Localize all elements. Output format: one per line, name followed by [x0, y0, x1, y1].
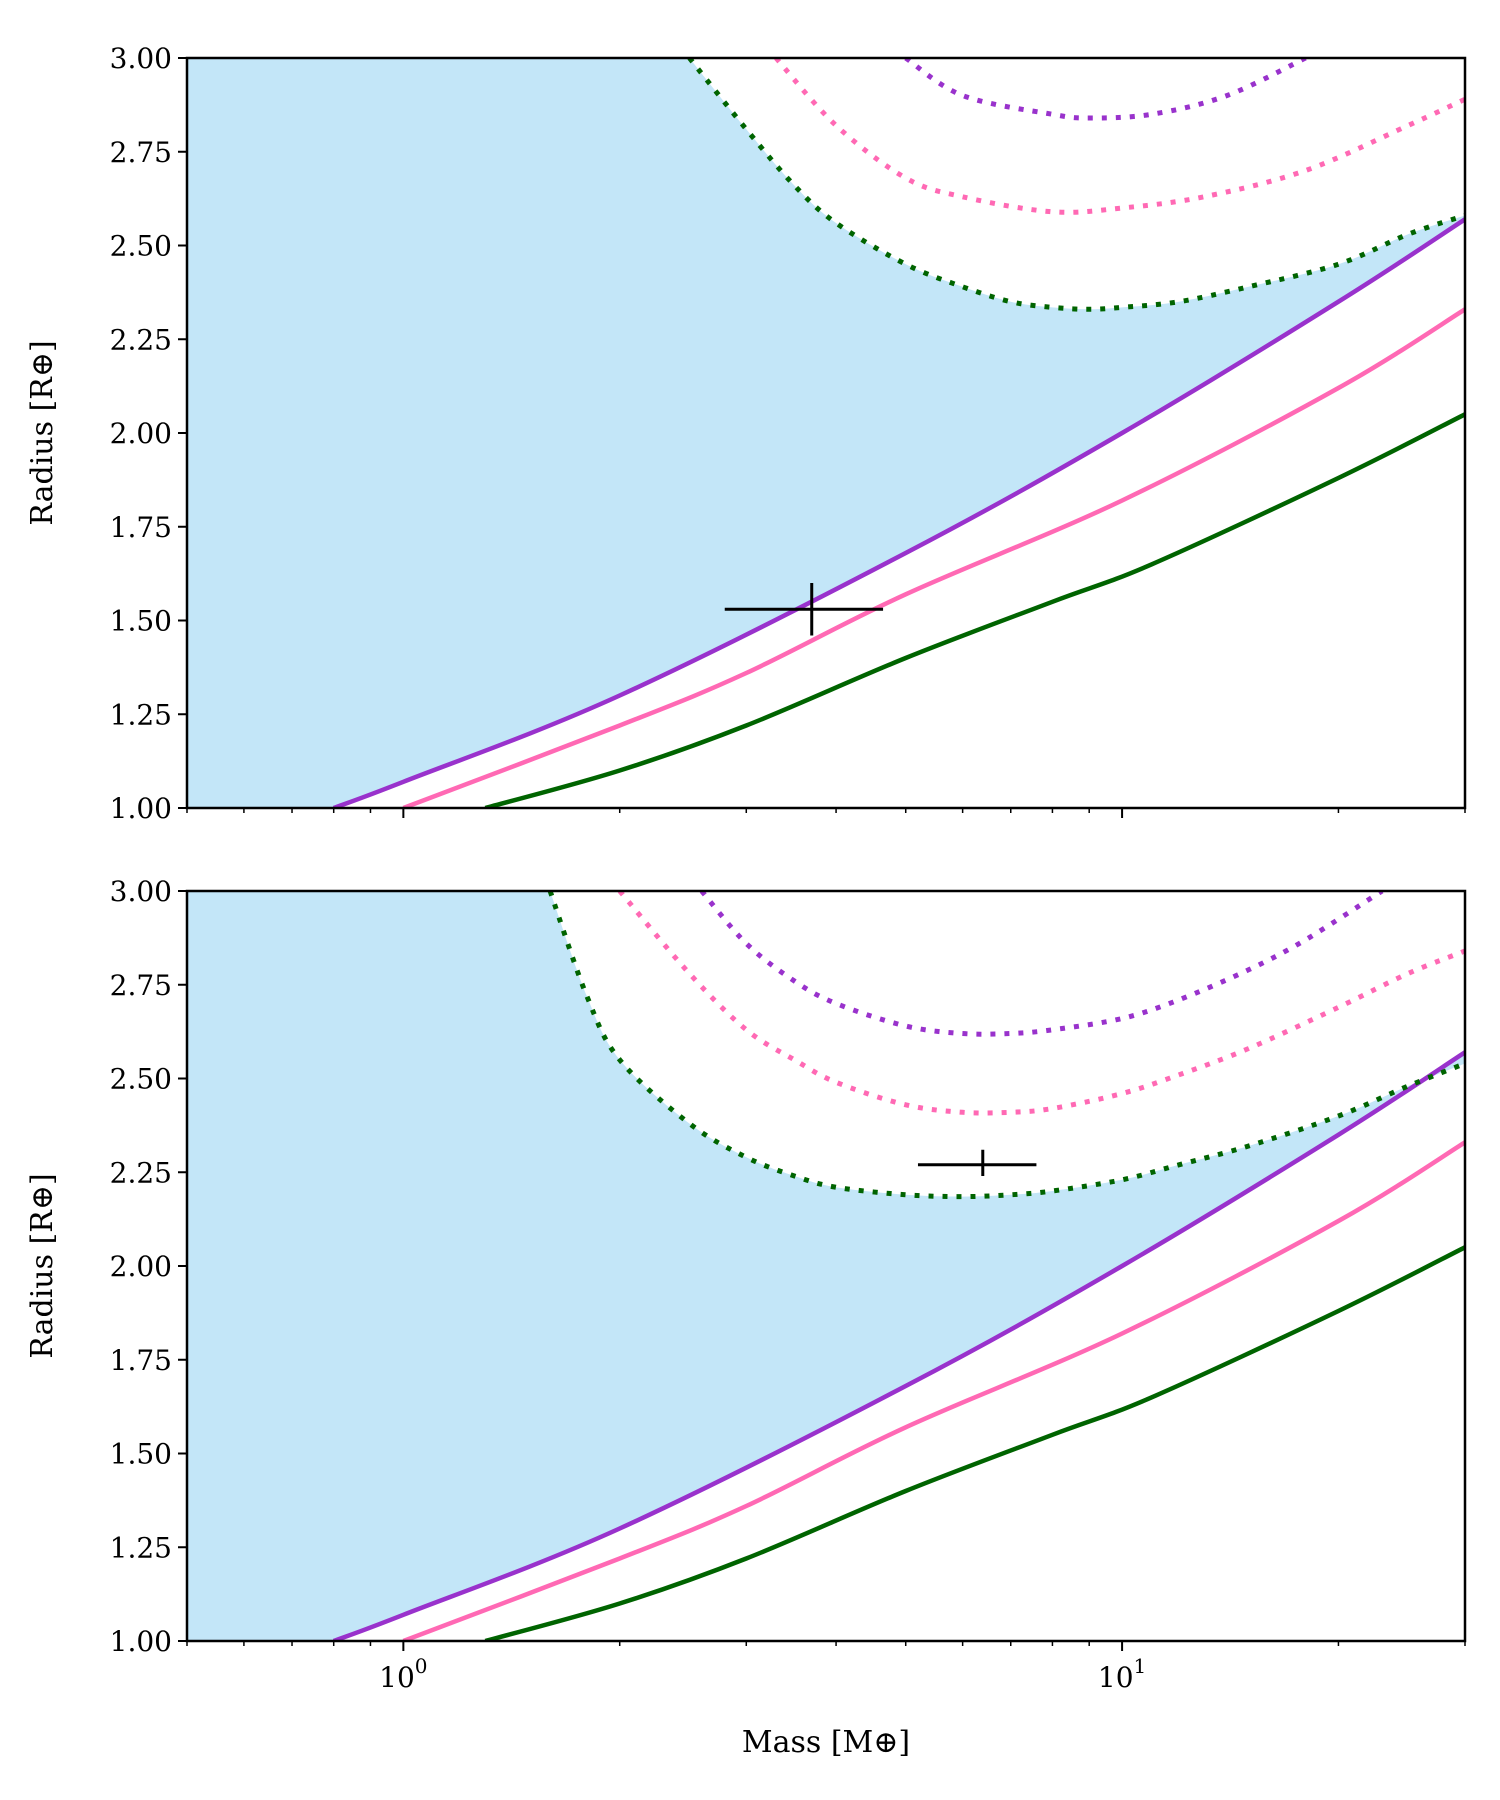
- top-purple-dotted-curve: [904, 58, 1307, 121]
- top-y-axis-label: Radius [R⊕]: [25, 340, 60, 525]
- bottom-y-tick-label: 2.50: [110, 1063, 172, 1096]
- top-y-tick-label: 1.25: [110, 698, 172, 731]
- bottom-y-axis-label: Radius [R⊕]: [25, 1173, 60, 1358]
- top-y-tick-label: 2.00: [110, 417, 172, 450]
- bottom-y-tick-label: 1.00: [110, 1625, 172, 1658]
- bottom-purple-solid-curve: [332, 1050, 1465, 1641]
- top-green-dotted-curve: [687, 58, 1465, 312]
- bottom-y-tick-label: 3.00: [110, 875, 172, 908]
- x-axis-label: Mass [M⊕]: [742, 1725, 910, 1760]
- top-y-tick-label: 2.75: [110, 136, 172, 169]
- top-pink-dotted-curve: [774, 58, 1465, 215]
- x-tick-label: 100: [379, 1654, 427, 1694]
- top-y-tick-label: 1.00: [110, 792, 172, 825]
- top-plot-area: [187, 58, 1465, 808]
- bottom-panel: 1.00 1.25 1.50 1.75 2.00 2.25 2.50 2.75 3.00 100 1…: [25, 875, 1467, 1760]
- bottom-plot-area: [187, 891, 1465, 1641]
- bottom-y-tick-label: 1.25: [110, 1531, 172, 1564]
- top-pink-solid-curve: [402, 307, 1465, 808]
- x-tick-label: 101: [1098, 1654, 1146, 1694]
- bottom-y-tick-label: 1.50: [110, 1438, 172, 1471]
- bottom-pink-solid-curve: [402, 1140, 1465, 1641]
- top-panel: 1.00 1.25 1.50 1.75 2.00 2.25 2.50 2.75 3.00 Rad…: [25, 42, 1467, 825]
- bottom-y-tick-label: 1.75: [110, 1344, 172, 1377]
- top-axes-frame: [185, 56, 1467, 810]
- top-y-tick-label: 3.00: [110, 42, 172, 75]
- bottom-fill-region: [187, 891, 1465, 1641]
- bottom-green-dotted-curve: [547, 891, 1465, 1200]
- top-green-solid-curve: [484, 412, 1465, 808]
- bottom-ticks: 1.00 1.25 1.50 1.75 2.00 2.25 2.50 2.75 3.00 100 1…: [110, 875, 1466, 1694]
- top-fill-region: [187, 58, 1465, 808]
- bottom-purple-dotted-curve: [699, 891, 1384, 1037]
- bottom-y-tick-label: 2.25: [110, 1156, 172, 1189]
- top-ticks: 1.00 1.25 1.50 1.75 2.00 2.25 2.50 2.75 3.00: [110, 42, 1466, 825]
- top-purple-solid-curve: [332, 217, 1465, 808]
- bottom-y-tick-label: 2.75: [110, 969, 172, 1002]
- bottom-axes-frame: [185, 889, 1467, 1643]
- bottom-green-solid-curve: [484, 1245, 1465, 1641]
- top-y-tick-label: 2.25: [110, 323, 172, 356]
- top-y-tick-label: 1.75: [110, 511, 172, 544]
- top-y-tick-label: 1.50: [110, 605, 172, 638]
- bottom-pink-dotted-curve: [617, 891, 1465, 1116]
- top-y-tick-label: 2.50: [110, 230, 172, 263]
- bottom-y-tick-label: 2.00: [110, 1250, 172, 1283]
